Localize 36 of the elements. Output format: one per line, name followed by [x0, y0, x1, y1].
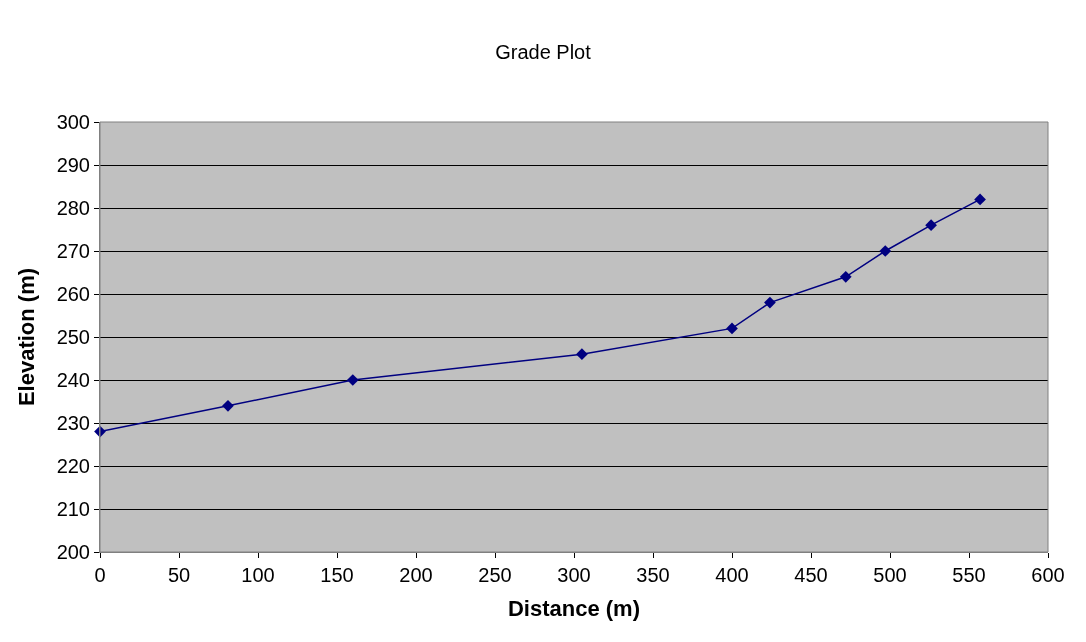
x-tick-label: 0: [94, 564, 106, 586]
point: [726, 322, 738, 335]
y-tick-label: 280: [56, 197, 90, 219]
y-tick-label: 240: [56, 369, 90, 391]
x-tick-label: 500: [873, 564, 907, 586]
y-tick-label: 290: [56, 154, 90, 176]
x-tick-label: 450: [794, 564, 828, 586]
x-tick-label: 350: [636, 564, 670, 586]
point: [346, 374, 359, 386]
point: [879, 245, 892, 257]
x-tick-label: 250: [478, 564, 512, 586]
x-tick-label: 150: [320, 564, 354, 586]
x-tick-label: 50: [167, 564, 191, 586]
x-tick-label: 300: [557, 564, 591, 586]
y-tick-label: 200: [56, 541, 90, 563]
point: [576, 348, 588, 361]
x-tick-label: 550: [952, 564, 986, 586]
chart-title: Grade Plot: [495, 40, 592, 63]
point: [222, 399, 234, 412]
x-axis-title: Distance (m): [507, 595, 641, 621]
y-axis-title: Elevation (m): [14, 267, 40, 407]
point: [974, 193, 986, 206]
y-tick-label: 250: [56, 326, 90, 348]
point: [839, 270, 852, 283]
y-tick-label: 270: [56, 240, 90, 262]
x-tick-label: 400: [715, 564, 749, 586]
x-tick-label: 100: [241, 564, 275, 586]
y-tick-label: 210: [56, 498, 90, 520]
x-tick-label: 600: [1031, 564, 1065, 586]
y-tick-label: 220: [56, 455, 90, 477]
y-tick-label: 230: [56, 412, 90, 434]
point: [925, 219, 937, 232]
point: [764, 296, 776, 309]
x-tick-label: 200: [399, 564, 433, 586]
y-tick-label: 300: [56, 111, 90, 133]
y-tick-label: 260: [56, 283, 90, 305]
